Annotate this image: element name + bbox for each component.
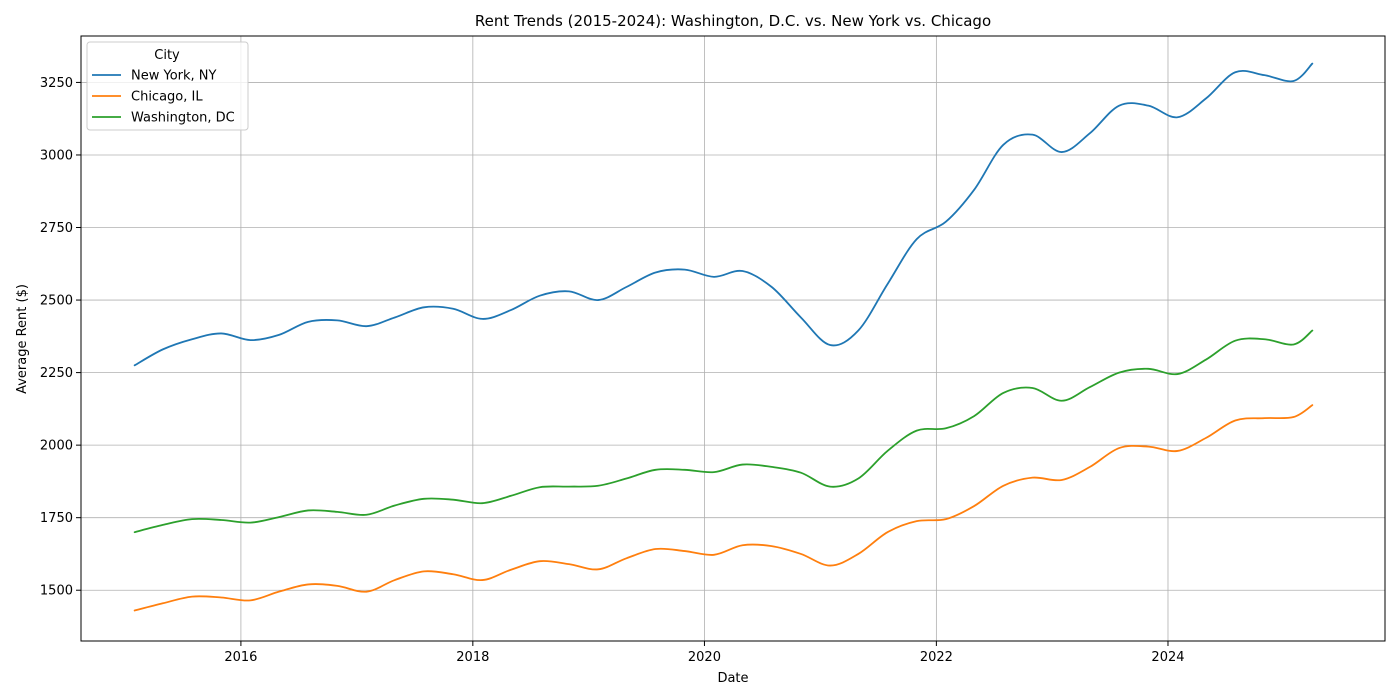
series-line-chicago-il	[133, 404, 1314, 612]
x-tick-label: 2024	[1151, 650, 1184, 665]
axis-ticks: 2016 2018 2020 2022 2024 1500 1750 2000 2250 2500…	[40, 76, 1185, 665]
x-tick-label: 2022	[920, 650, 953, 665]
legend-entries: New York, NY Chicago, IL Washington, DC	[92, 69, 235, 126]
y-tick-label: 1750	[40, 511, 73, 526]
y-axis-title: Average Rent ($)	[15, 284, 30, 394]
chart-title: Rent Trends (2015-2024): Washington, D.C…	[475, 12, 991, 30]
y-tick-label: 2250	[40, 366, 73, 381]
y-tick-label: 2000	[40, 439, 73, 454]
y-tick-label: 3250	[40, 76, 73, 91]
legend: City New York, NY Chicago, IL Washington, …	[86, 41, 249, 131]
legend-label-washington-dc: Washington, DC	[131, 111, 235, 126]
grid	[81, 36, 1385, 641]
x-tick-label: 2020	[688, 650, 721, 665]
x-tick-label: 2016	[224, 650, 257, 665]
series-lines	[133, 62, 1314, 612]
plot-frame	[80, 35, 1386, 642]
legend-title: City	[154, 48, 180, 63]
y-tick-label: 2750	[40, 221, 73, 236]
legend-box	[86, 41, 249, 131]
x-axis-title: Date	[717, 671, 748, 686]
y-tick-label: 3000	[40, 148, 73, 163]
y-tick-label: 1500	[40, 584, 73, 599]
y-tick-label: 2500	[40, 294, 73, 309]
series-line-washington-dc	[133, 329, 1314, 534]
x-tick-label: 2018	[456, 650, 489, 665]
legend-label-chicago-il: Chicago, IL	[131, 90, 203, 105]
series-line-new-york-ny	[133, 62, 1314, 367]
legend-label-new-york-ny: New York, NY	[131, 69, 217, 84]
